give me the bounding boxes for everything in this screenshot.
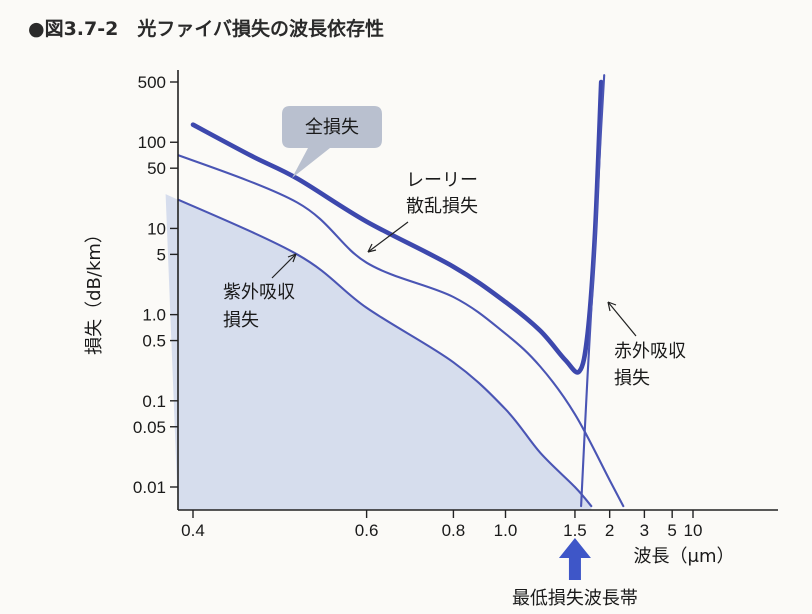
y-axis-title: 損失（dB/km） (84, 225, 105, 355)
x-tick-label: 0.4 (181, 521, 205, 540)
x-tick-label: 1.0 (494, 521, 518, 540)
uv-pointer (271, 253, 297, 279)
y-tick-label: 0.1 (142, 392, 166, 411)
x-tick-label: 5 (667, 521, 676, 540)
y-tick-label: 500 (138, 73, 166, 92)
x-tick-label: 2 (605, 521, 614, 540)
x-tick-label: 0.8 (442, 521, 466, 540)
ir-pointer (607, 301, 637, 337)
optimum-wavelength-arrow (558, 538, 591, 580)
rayleigh-label: 散乱損失 (406, 196, 478, 217)
uv-absorption-curve (178, 198, 593, 508)
rayleigh-scattering-curve (178, 154, 625, 508)
y-tick-label: 50 (147, 159, 166, 178)
x-axis-title: 波長（μm） (634, 546, 735, 567)
rayleigh-pointer (367, 221, 409, 253)
ir-label: 損失 (614, 368, 650, 389)
y-tick-label: 100 (138, 133, 166, 152)
optimum-wavelength-label: 最低損失波長帯 (512, 588, 638, 609)
y-tick-label: 0.01 (133, 478, 166, 497)
ir-absorption-curve (580, 74, 606, 508)
total-loss-label: 全損失 (305, 117, 359, 138)
y-tick-label: 5 (157, 245, 166, 264)
y-tick-label: 1.0 (142, 306, 166, 325)
y-tick-label: 0.5 (142, 332, 166, 351)
y-tick-label: 10 (147, 219, 166, 238)
figure-title: ●図3.7-2 光ファイバ損失の波長依存性 (28, 18, 384, 40)
x-tick-label: 1.5 (563, 521, 587, 540)
rayleigh-arrowhead (367, 243, 377, 253)
x-tick-label: 10 (684, 521, 703, 540)
rayleigh-label: レーリー (406, 170, 478, 191)
uv-label: 紫外吸収 (223, 282, 295, 303)
y-tick-label: 0.05 (133, 418, 166, 437)
x-tick-label: 3 (640, 521, 649, 540)
ir-label: 赤外吸収 (614, 341, 686, 362)
uv-shaded-region (165, 194, 592, 510)
uv-arrowhead (287, 253, 297, 263)
total-loss-callout (282, 106, 382, 178)
uv-label: 損失 (223, 310, 259, 331)
ir-arrowhead (607, 301, 617, 312)
x-tick-label: 0.6 (355, 521, 379, 540)
